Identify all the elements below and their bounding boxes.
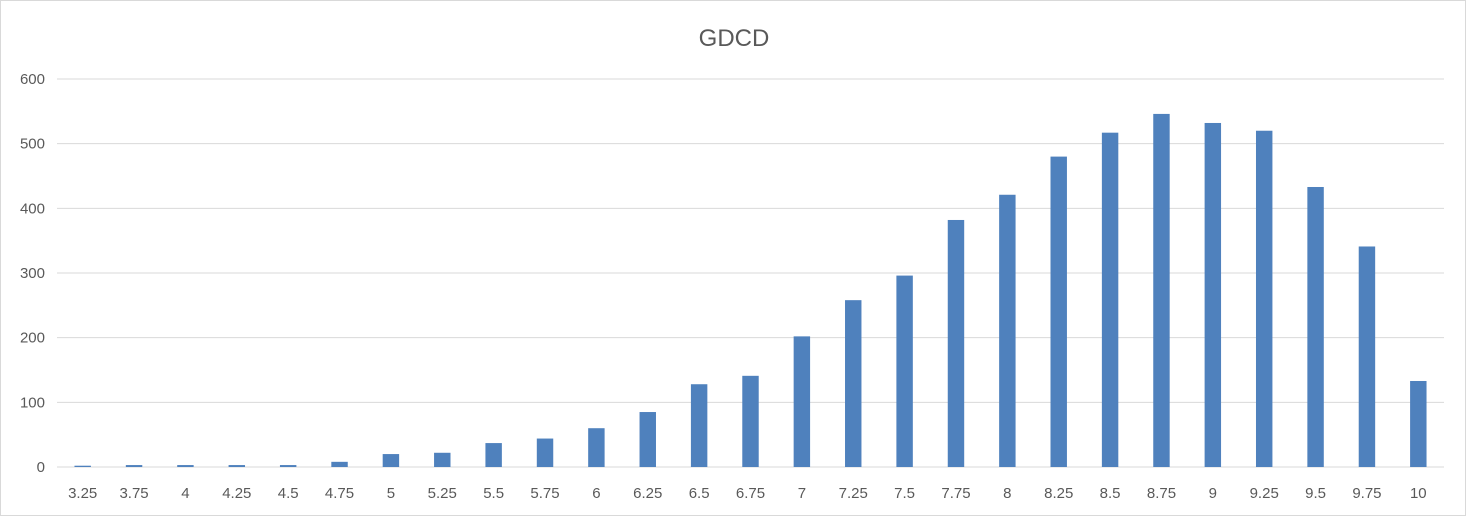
bar <box>331 461 348 467</box>
bar <box>1358 246 1376 467</box>
x-tick-label: 5.5 <box>483 485 504 502</box>
gridlines <box>57 78 1444 468</box>
x-axis-ticks: 3.25 3.75 4 4.25 4.5 4.75 5 5.25 5.5 5.75 6 6.25 6.5… <box>68 485 1427 502</box>
x-tick-label: 4.25 <box>222 485 251 502</box>
bar <box>74 465 91 467</box>
bar <box>1410 380 1427 467</box>
bar <box>536 438 554 467</box>
x-tick-label: 4.75 <box>325 485 354 502</box>
y-tick-label: 200 <box>20 330 45 347</box>
x-tick-label: 6.5 <box>689 485 710 502</box>
x-tick-label: 7.25 <box>839 485 868 502</box>
x-tick-label: 4 <box>181 485 189 502</box>
bar <box>1255 130 1273 467</box>
x-tick-label: 9.5 <box>1305 485 1326 502</box>
y-tick-label: 600 <box>20 71 45 88</box>
bar <box>228 465 246 467</box>
bar <box>1153 113 1170 468</box>
bar <box>690 384 708 467</box>
bar <box>1307 186 1324 467</box>
x-tick-label: 9 <box>1209 485 1217 502</box>
x-tick-label: 3.25 <box>68 485 97 502</box>
bar <box>896 275 913 467</box>
chart-title: GDCD <box>699 25 770 52</box>
x-tick-label: 7 <box>798 485 806 502</box>
bar <box>485 443 502 467</box>
y-tick-label: 100 <box>20 394 45 411</box>
x-tick-label: 8 <box>1003 485 1011 502</box>
x-tick-label: 5 <box>387 485 395 502</box>
bar <box>793 336 811 467</box>
y-tick-label: 0 <box>37 459 45 476</box>
x-tick-label: 7.5 <box>894 485 915 502</box>
bar <box>1050 156 1067 467</box>
x-tick-label: 10 <box>1410 485 1427 502</box>
bar <box>1101 132 1119 467</box>
bar <box>434 452 451 467</box>
x-tick-label: 6.75 <box>736 485 765 502</box>
y-tick-label: 300 <box>20 265 45 282</box>
x-tick-label: 5.75 <box>530 485 559 502</box>
x-tick-label: 8.25 <box>1044 485 1073 502</box>
bar <box>382 454 400 467</box>
x-tick-label: 8.75 <box>1147 485 1176 502</box>
bar <box>588 428 605 467</box>
x-tick-label: 6 <box>592 485 600 502</box>
x-tick-label: 6.25 <box>633 485 662 502</box>
bars <box>74 113 1427 468</box>
bar <box>125 465 143 467</box>
bar <box>279 465 297 467</box>
x-tick-label: 9.25 <box>1250 485 1279 502</box>
bar <box>742 375 759 467</box>
x-tick-label: 8.5 <box>1100 485 1121 502</box>
x-tick-label: 5.25 <box>428 485 457 502</box>
y-tick-label: 500 <box>20 136 45 153</box>
bar <box>639 412 656 467</box>
bar <box>845 300 862 467</box>
x-tick-label: 9.75 <box>1352 485 1381 502</box>
x-tick-label: 7.75 <box>941 485 970 502</box>
bar <box>1204 122 1222 468</box>
x-tick-label: 3.75 <box>119 485 148 502</box>
y-tick-label: 400 <box>20 200 45 217</box>
bar <box>999 194 1016 467</box>
x-tick-label: 4.5 <box>278 485 299 502</box>
bar <box>947 219 965 467</box>
bar <box>177 465 194 467</box>
y-axis-ticks: 0 100 200 300 400 500 600 <box>20 71 45 476</box>
